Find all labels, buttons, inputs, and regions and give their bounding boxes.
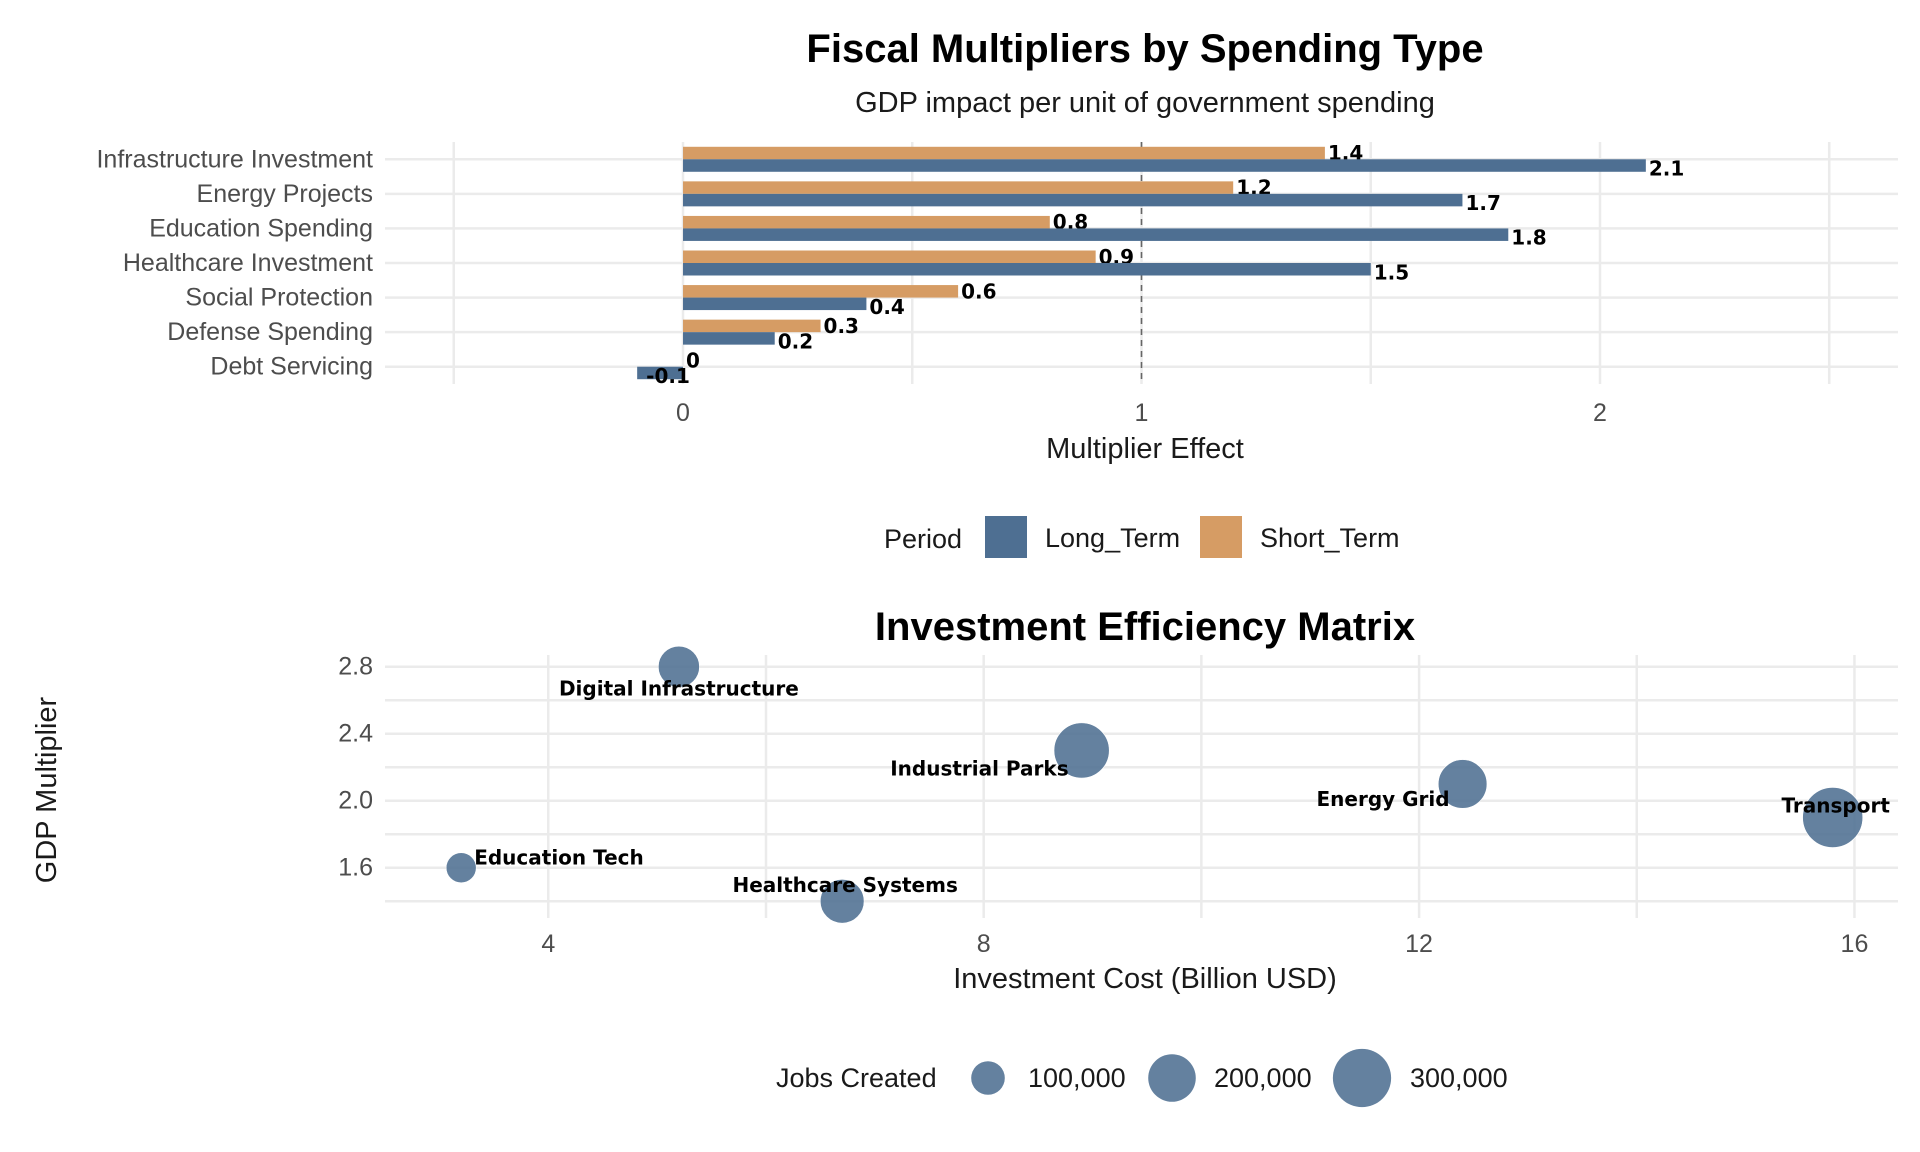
bar-row-education-spending: Education Spending 0.81.8 bbox=[149, 210, 1547, 250]
bar-legend-title: Period bbox=[884, 524, 962, 554]
bar-chart: Fiscal Multipliers by Spending Type GDP … bbox=[96, 27, 1898, 558]
point-label-transport: Transport bbox=[1781, 793, 1890, 817]
bar-value-label: 0 bbox=[686, 348, 700, 372]
scatter-chart-y-axis-title: GDP Multiplier bbox=[31, 696, 63, 883]
scatter-chart-x-ticks: 4 8 12 16 bbox=[541, 930, 1868, 958]
bar-row-defense-spending: Defense Spending 0.3 0.2 bbox=[167, 314, 859, 354]
bar-category-label: Energy Projects bbox=[197, 180, 373, 208]
bar-short-term bbox=[683, 181, 1234, 194]
legend-size-symbol bbox=[971, 1061, 1005, 1095]
legend-label: 300,000 bbox=[1410, 1063, 1508, 1093]
bar-row-healthcare-investment: Healthcare Investment 0.91.5 bbox=[123, 245, 1409, 285]
scatter-x-tick-label: 12 bbox=[1405, 930, 1433, 958]
scatter-y-tick-label: 1.6 bbox=[338, 854, 373, 882]
bar-value-label: -0.1 bbox=[646, 364, 690, 388]
legend-swatch bbox=[1200, 516, 1242, 558]
point-label-digital-infrastructure: Digital Infrastructure bbox=[559, 677, 799, 701]
bar-long-term bbox=[683, 297, 867, 311]
point-healthcare-systems bbox=[819, 879, 865, 924]
bar-category-label: Education Spending bbox=[149, 214, 373, 242]
bar-category-label: Infrastructure Investment bbox=[96, 145, 373, 173]
bar-legend-item-long-term: Long_Term bbox=[985, 516, 1180, 558]
bar-long-term bbox=[683, 332, 775, 345]
scatter-legend-item-100-000: 100,000 bbox=[971, 1061, 1126, 1095]
bar-x-tick-label: 1 bbox=[1135, 399, 1149, 427]
bar-x-tick-label: 2 bbox=[1593, 399, 1607, 427]
bar-row-infrastructure-investment: Infrastructure Investment 1.42.1 bbox=[96, 141, 1684, 181]
legend-swatch bbox=[985, 516, 1027, 558]
bar-short-term bbox=[683, 319, 821, 333]
bar-value-label: 1.8 bbox=[1511, 226, 1546, 250]
point-label-education-tech: Education Tech bbox=[474, 846, 644, 870]
bar-value-label: 0.6 bbox=[961, 279, 996, 303]
bar-chart-legend: Period Long_Term Short_Term bbox=[884, 516, 1400, 558]
bar-value-label: 1.5 bbox=[1374, 260, 1409, 284]
point-energy-grid bbox=[1437, 759, 1488, 809]
bar-long-term bbox=[683, 193, 1463, 207]
scatter-legend-title: Jobs Created bbox=[776, 1063, 937, 1093]
bar-chart-subtitle: GDP impact per unit of government spendi… bbox=[855, 87, 1435, 119]
point-label-industrial-parks: Industrial Parks bbox=[890, 756, 1068, 780]
point-label-healthcare-systems: Healthcare Systems bbox=[732, 873, 957, 897]
bar-long-term bbox=[683, 159, 1646, 172]
scatter-legend-item-200-000: 200,000 bbox=[1148, 1054, 1312, 1102]
legend-size-symbol bbox=[1332, 1048, 1392, 1108]
point-transport bbox=[1802, 787, 1864, 848]
bar-category-label: Debt Servicing bbox=[210, 353, 373, 381]
bar-long-term bbox=[637, 366, 684, 380]
point-education-tech bbox=[445, 852, 477, 884]
bar-short-term bbox=[683, 146, 1325, 160]
bar-row-debt-servicing: Debt Servicing 0-0.1 bbox=[210, 348, 700, 388]
bar-x-tick-label: 0 bbox=[676, 399, 690, 427]
bar-chart-x-ticks: 0 1 2 bbox=[676, 399, 1607, 427]
scatter-chart-gridlines bbox=[385, 655, 1898, 918]
bar-category-label: Defense Spending bbox=[167, 318, 373, 346]
bar-legend-item-short-term: Short_Term bbox=[1200, 516, 1400, 558]
bar-category-label: Healthcare Investment bbox=[123, 249, 373, 277]
scatter-x-tick-label: 16 bbox=[1841, 930, 1869, 958]
legend-label: Long_Term bbox=[1045, 523, 1180, 553]
bar-value-label: 0.4 bbox=[869, 295, 904, 319]
scatter-y-tick-label: 2.8 bbox=[338, 653, 373, 681]
scatter-x-tick-label: 4 bbox=[541, 930, 555, 958]
bar-value-label: 0.3 bbox=[824, 314, 859, 338]
bar-row-social-protection: Social Protection 0.6 0.4 bbox=[185, 279, 996, 319]
legend-size-symbol bbox=[1148, 1054, 1196, 1102]
scatter-x-tick-label: 8 bbox=[977, 930, 991, 958]
bar-short-term bbox=[683, 215, 1050, 229]
scatter-chart-y-ticks: 1.6 2.0 2.4 2.8 bbox=[338, 653, 373, 882]
scatter-legend-items: 100,000 200,000 300,000 bbox=[971, 1048, 1508, 1108]
bar-category-label: Social Protection bbox=[185, 284, 373, 312]
bar-chart-x-axis-title: Multiplier Effect bbox=[1046, 433, 1244, 465]
bar-chart-title: Fiscal Multipliers by Spending Type bbox=[806, 27, 1483, 71]
bar-short-term bbox=[683, 285, 959, 298]
scatter-y-tick-label: 2.0 bbox=[338, 787, 373, 815]
scatter-chart-points bbox=[445, 645, 1864, 924]
bar-row-energy-projects: Energy Projects 1.21.7 bbox=[197, 176, 1501, 216]
scatter-chart-legend: Jobs Created 100,000 200,000 300,000 bbox=[776, 1048, 1508, 1108]
scatter-chart-title: Investment Efficiency Matrix bbox=[875, 605, 1415, 649]
scatter-chart-x-axis-title: Investment Cost (Billion USD) bbox=[953, 963, 1337, 995]
legend-label: Short_Term bbox=[1260, 523, 1400, 553]
point-industrial-parks bbox=[1053, 722, 1110, 779]
scatter-chart-point-labels: Digital Infrastructure Industrial Parks En… bbox=[474, 677, 1890, 898]
bar-value-label: 2.1 bbox=[1649, 157, 1684, 181]
legend-label: 200,000 bbox=[1214, 1063, 1312, 1093]
point-digital-infrastructure bbox=[658, 645, 700, 688]
scatter-y-tick-label: 2.4 bbox=[338, 720, 373, 748]
bar-short-term bbox=[683, 250, 1096, 263]
bar-value-label: 0.2 bbox=[778, 329, 813, 353]
legend-label: 100,000 bbox=[1028, 1063, 1126, 1093]
scatter-legend-item-300-000: 300,000 bbox=[1332, 1048, 1508, 1108]
bar-long-term bbox=[683, 263, 1371, 276]
point-label-energy-grid: Energy Grid bbox=[1316, 787, 1449, 811]
scatter-chart: Investment Efficiency Matrix Digital Inf… bbox=[31, 605, 1898, 1108]
bar-value-label: 1.7 bbox=[1465, 191, 1500, 215]
bar-legend-items: Long_Term Short_Term bbox=[985, 516, 1400, 558]
bar-long-term bbox=[683, 228, 1509, 241]
